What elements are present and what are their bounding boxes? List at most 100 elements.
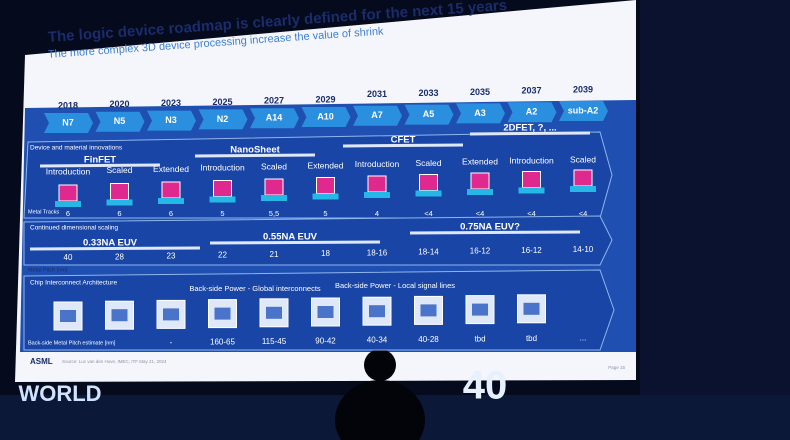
architecture: FinFET: [84, 155, 116, 166]
interconnect-core: [472, 303, 488, 316]
device-icon: [213, 180, 232, 197]
interconnect-core: [214, 307, 231, 320]
node: A2: [526, 107, 538, 117]
interconnect-core: [369, 305, 385, 318]
stage: Introduction: [355, 159, 400, 169]
node-chevron: [250, 108, 299, 129]
tracks: <4: [476, 209, 485, 218]
node-chevron: [147, 110, 196, 131]
year: 2027: [264, 96, 284, 106]
band-label: Chip Interconnect Architecture: [30, 280, 117, 287]
stage: Introduction: [46, 166, 91, 176]
node: A14: [266, 113, 283, 123]
audience-head: [364, 349, 396, 381]
audience-silhouette: [335, 380, 425, 440]
interconnect-core: [60, 310, 76, 322]
year: 2035: [470, 87, 490, 97]
device-icon: [573, 169, 593, 187]
stage: Scaled: [416, 158, 442, 168]
device-base: [518, 187, 545, 194]
stage: Scaled: [570, 154, 596, 164]
interconnect-icon: [53, 301, 83, 331]
node: sub-A2: [568, 105, 599, 115]
architecture-bar: [469, 131, 591, 136]
stage: Extended: [153, 164, 189, 174]
backside-label: Back-side Power - Local signal lines: [335, 281, 455, 290]
architecture: 2DFET, ?, ...: [503, 123, 556, 134]
stage: Scaled: [261, 161, 287, 171]
stage: Extended: [308, 160, 344, 170]
bs-pitch: -: [170, 338, 173, 347]
device-base: [415, 190, 442, 197]
node: A7: [371, 110, 383, 120]
device-base: [106, 199, 133, 206]
node-chevron: [507, 102, 557, 123]
device-base: [261, 195, 287, 201]
bs-pitch: tbd: [526, 334, 537, 343]
tracks: <4: [527, 209, 536, 218]
node-chevron: [456, 103, 505, 124]
device-base: [312, 193, 339, 200]
node-chevron: [301, 107, 351, 127]
architecture: NanoSheet: [230, 145, 280, 156]
node-chevron: [353, 105, 402, 126]
device-icon: [419, 174, 438, 191]
bs-pitch-label: Back-side Metal Pitch estimate [nm]: [28, 340, 116, 346]
architecture-bar: [39, 163, 161, 168]
footer-page: Page 15: [608, 365, 625, 370]
euv-bar: [209, 240, 381, 245]
interconnect-core: [163, 308, 179, 321]
tracks: 5: [220, 209, 224, 218]
euv-bar: [409, 230, 581, 235]
pitch: 22: [218, 251, 227, 260]
node-chevron: [198, 109, 248, 130]
architecture-bar: [194, 153, 316, 158]
interconnect-core: [317, 306, 334, 318]
node: N2: [217, 114, 229, 124]
node: N3: [165, 115, 177, 125]
year: 2031: [367, 89, 387, 99]
interconnect-core: [420, 304, 437, 317]
year: 2018: [58, 100, 78, 110]
bs-pitch: tbd: [474, 335, 485, 344]
year: 2023: [161, 98, 181, 108]
stage-wall: [640, 0, 790, 440]
tracks-label: Metal Tracks: [28, 209, 59, 215]
euv: 0.75NA EUV?: [460, 222, 520, 233]
node-chevron: [404, 104, 454, 125]
interconnect-core: [266, 306, 282, 319]
band-label: Device and material innovations: [30, 145, 123, 152]
node: A10: [317, 111, 334, 121]
year: 2025: [212, 97, 232, 107]
device-base: [570, 186, 596, 192]
tracks: 6: [66, 209, 70, 218]
device-icon: [161, 181, 181, 199]
device-icon: [367, 175, 387, 193]
tracks: <4: [424, 209, 433, 218]
device-base: [364, 192, 390, 198]
euv: 0.55NA EUV: [263, 232, 318, 243]
node: A5: [423, 109, 435, 119]
tracks: <4: [579, 209, 588, 218]
pitch: 40: [64, 253, 73, 262]
pitch: 16-12: [521, 246, 542, 255]
node-chevron: [559, 101, 608, 121]
bs-pitch: 160-65: [210, 338, 235, 347]
device-base: [55, 201, 81, 207]
backside-label: Back-side Power - Global interconnects: [189, 284, 321, 293]
band: [23, 215, 613, 266]
device-base: [467, 189, 493, 195]
footer-logo: ASML: [30, 357, 53, 366]
pitch: 28: [115, 252, 124, 261]
pitch: 18: [321, 249, 330, 258]
pitch-label: Metal Pitch [nm]: [28, 267, 68, 273]
tracks: 4: [375, 209, 379, 218]
interconnect-core: [523, 302, 540, 315]
pitch: 16-12: [470, 247, 491, 256]
device-base: [158, 198, 184, 204]
pitch: 21: [270, 250, 279, 259]
device-icon: [110, 183, 129, 200]
architecture: CFET: [391, 135, 416, 146]
node: N5: [114, 116, 126, 126]
device-icon: [470, 172, 490, 190]
